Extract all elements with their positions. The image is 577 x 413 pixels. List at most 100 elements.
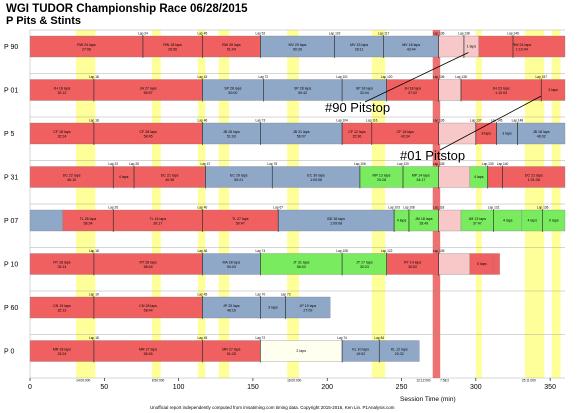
stint-duration: 51:04 (227, 48, 236, 52)
stint-duration: 58:45 (144, 352, 153, 356)
row-label: P 31 (4, 175, 18, 182)
stint-label: 0 laps (549, 219, 559, 223)
stint-label: EC 29 laps (230, 174, 248, 178)
stint-bar (438, 35, 465, 58)
pit-lap-label: Lap 148 (512, 119, 524, 123)
yellow-label-5: 25:11:000 (522, 379, 536, 383)
yellow-label-4: 7:58:2 (440, 379, 449, 383)
x-tick-label: 50 (100, 384, 108, 391)
pit-lap-label: Lap 131 (488, 206, 500, 210)
stint-duration: 37:02 (408, 91, 417, 95)
row-label: P 07 (4, 218, 18, 225)
row-label: P 90 (4, 44, 18, 51)
stint-label: BD 36 laps (327, 217, 345, 221)
pit-lap-label: Lap 139 (482, 162, 494, 166)
stint-label: RW 24 laps (513, 43, 532, 47)
stint-duration: 1:10:04 (495, 91, 507, 95)
stint-label: JB 31 laps (293, 130, 310, 134)
x-tick-label: 300 (470, 384, 482, 391)
pit-lap-label: Lap 136 (433, 249, 445, 253)
pit-lap-label: Lap 145 (491, 119, 503, 123)
stint-duration: 27:06 (82, 48, 91, 52)
chart-title: WGI TUDOR Championship Race 06/28/2015 (6, 3, 248, 15)
annotation-text: #90 Pitstop (325, 100, 390, 115)
pit-lap-label: Lap 73 (281, 293, 291, 297)
stint-label: 1 laps (467, 45, 477, 49)
stint-label: 3 laps (268, 306, 278, 310)
pit-lap-label: Lap 104 (336, 119, 348, 123)
stint-bar (438, 166, 471, 188)
pit-lap-label: Lap 135 (433, 162, 445, 166)
pit-lap-label: Lap 45 (198, 336, 208, 340)
stint-duration: 1:00:06 (310, 178, 322, 182)
x-tick-label: 0 (28, 384, 32, 391)
pit-lap-label: Lap 67 (273, 206, 283, 210)
stint-label: 8 laps (481, 132, 491, 136)
pit-lap-label: Lap 120 (397, 162, 409, 166)
stint-bar (487, 166, 503, 188)
stint-label: CF 18 laps (397, 130, 415, 134)
pit-lap-label: Lap 117 (378, 32, 390, 36)
stint-duration: 1:09:08 (330, 222, 342, 226)
stint-duration: 58:44 (144, 265, 153, 269)
pit-lap-label: Lap 76 (267, 162, 277, 166)
pit-lap-label: Lap 136 (433, 119, 445, 123)
pit-lap-label: Lap 52 (255, 32, 265, 36)
annotations: #90 Pitstop #01 Pitstop (325, 52, 542, 163)
pit-lap-label: Lap 45 (198, 293, 208, 297)
stint-label: DC 22 laps (63, 174, 81, 178)
stint-duration: 20:32 (395, 352, 404, 356)
stint-duration: 50:03 (227, 265, 236, 269)
pit-lap-label: Lap 73 (255, 119, 265, 123)
stint-duration: 33:24 (57, 352, 66, 356)
stint-label: RT 28 laps (140, 261, 157, 265)
stint-label: MP 13 laps (373, 174, 391, 178)
stint-duration: 1:01:08 (528, 178, 540, 182)
x-axis-label: Session Time (min) (400, 396, 456, 403)
stint-label: JT 31 laps (293, 261, 310, 265)
stint-label: JP 19 laps (300, 304, 317, 308)
stint-duration: 19:02 (356, 352, 365, 356)
stint-label: CN 28 laps (139, 304, 157, 308)
pit-lap-label: Lap 103 (388, 206, 400, 210)
stint-label: TL 26 laps (80, 217, 97, 221)
footer-note: Unofficial report independently computed… (150, 405, 395, 410)
x-tick-label: 250 (396, 384, 408, 391)
stint-bar (478, 35, 566, 58)
pit-lap-label: Lap 24 (138, 32, 148, 36)
stint-duration: 51:03 (227, 135, 236, 139)
pit-lap-label: Lap 22 (108, 162, 118, 166)
stint-label: DC 21 laps (525, 174, 543, 178)
stint-duration: 40:36 (165, 178, 174, 182)
pit-lap-label: Lap 118 (433, 206, 445, 210)
stint-label: MV 15 laps (350, 43, 368, 47)
pit-lap-label: Lap 138 (455, 75, 467, 79)
stint-duration: 34:17 (416, 178, 425, 182)
stint-label: JH 18 laps (53, 87, 70, 91)
stint-duration: 33:14 (57, 265, 66, 269)
stint-label: JM 18 laps (415, 217, 433, 221)
stint-duration: 43:34 (401, 135, 410, 139)
yellow-label-3: 12:12:000 (416, 379, 430, 383)
stint-label: 3 laps (502, 132, 512, 136)
pit-lap-label: Lap 46 (198, 119, 208, 123)
stint-label: MR 18 laps (53, 348, 71, 352)
pit-lap-label: Lap 101 (336, 75, 348, 79)
stint-label: JH 27 laps (140, 87, 157, 91)
stint-label: 3 laps (548, 88, 558, 92)
x-tick-label: 150 (247, 384, 259, 391)
stint-duration: 58:34 (83, 222, 92, 226)
stint-label: TL 27 laps (232, 217, 249, 221)
annotation-text: #01 Pitstop (400, 148, 465, 163)
stint-label: RW 28 laps (222, 43, 241, 47)
stint-duration: 55:57 (144, 91, 153, 95)
stint-label: 0 laps (477, 262, 487, 266)
stint-label: CN 19 laps (53, 304, 71, 308)
pit-lap-label: Lap 136 (433, 75, 445, 79)
